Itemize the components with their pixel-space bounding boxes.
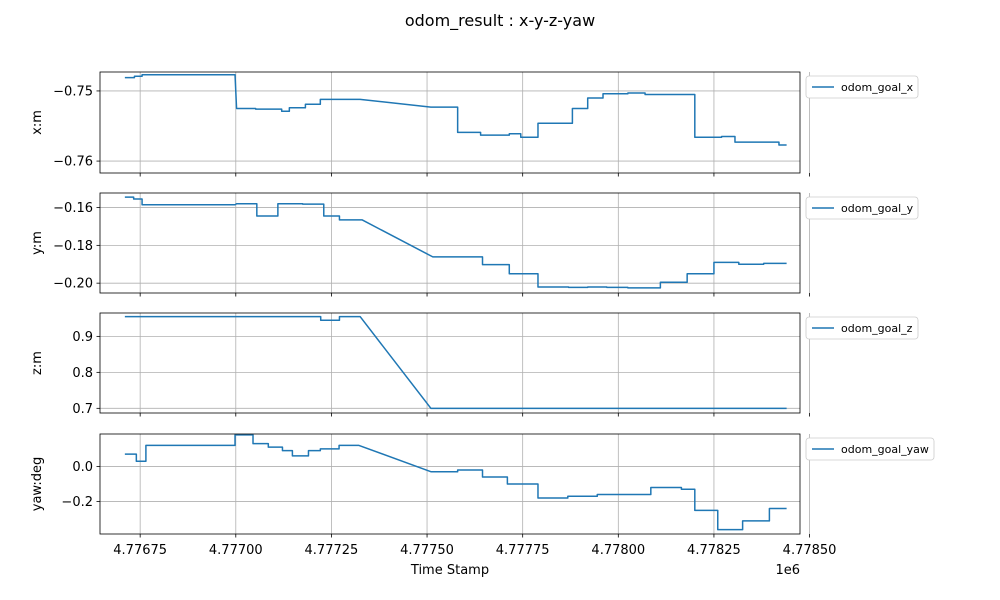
x-tick-label: 4.77700 [209,543,263,558]
y-tick-label: −0.2 [61,495,93,510]
x-tick-label: 4.77675 [113,543,167,558]
y-tick-label: 0.8 [72,366,93,381]
legend-label: odom_goal_z [841,322,913,335]
legend-label: odom_goal_x [841,81,914,94]
legend-label: odom_goal_yaw [841,443,929,456]
x-axis-label: Time Stamp [410,563,489,578]
series-line-odom_goal_y [124,196,787,289]
y-tick-label: −0.75 [53,84,93,99]
legend-box [805,316,919,340]
y-tick-label: −0.20 [53,277,93,292]
series-line-odom_goal_x [124,74,787,146]
y-tick-label: 0.0 [72,460,93,475]
subplot-4: 4.77675 4.77700 4.77725 4.77750 4.77775 4.778… [30,433,935,558]
x-tick-label: 4.77800 [591,543,645,558]
series-line-odom_goal_z [124,315,787,410]
x-tick-label: 4.77825 [687,543,741,558]
y-tick-label: −0.18 [53,239,93,254]
y-axis-label: x:m [30,110,45,135]
subplot-3: 0.9 0.8 0.7 z:m odom_goal_z [30,312,919,417]
x-tick-label: 4.77775 [496,543,550,558]
axes-frame [99,312,801,414]
y-axis-label: z:m [30,351,45,375]
x-tick-label: 4.77850 [783,543,837,558]
x-axis-offset-label: 1e6 [775,563,800,578]
y-tick-label: 0.7 [72,402,93,417]
y-tick-label: 0.9 [72,330,93,345]
legend-box [805,196,919,220]
figure-title: odom_result : x-y-z-yaw [405,11,595,31]
legend-box [805,437,935,461]
x-tick-label: 4.77750 [400,543,454,558]
subplot-1: −0.75 −0.76 x:m odom_goal_x [30,71,919,177]
series-line-odom_goal_yaw [124,434,787,531]
axes-frame [99,71,801,174]
subplots: −0.75 −0.76 x:m odom_goal_x −0.16 −0.18 −0.20 y… [30,71,935,558]
subplot-2: −0.16 −0.18 −0.20 y:m odom_goal_y [30,192,919,297]
y-tick-label: −0.16 [53,201,93,216]
y-tick-label: −0.76 [53,155,93,170]
legend-label: odom_goal_y [841,202,914,215]
y-axis-label: y:m [30,231,45,255]
legend-box [805,75,919,99]
y-axis-label: yaw:deg [30,457,45,511]
x-tick-label: 4.77725 [305,543,359,558]
axes-frame [99,192,801,294]
axes-frame [99,433,801,535]
